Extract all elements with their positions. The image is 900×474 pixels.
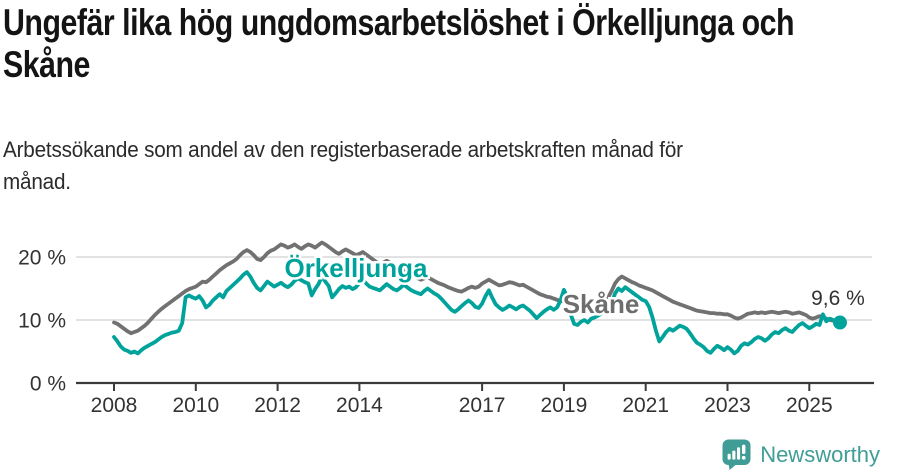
chart-subtitle: Arbetssökande som andel av den registerb… bbox=[3, 134, 900, 198]
x-tick-label-2012: 2012 bbox=[254, 394, 301, 417]
newsworthy-logo: Newsworthy bbox=[722, 439, 880, 470]
x-tick-label-2017: 2017 bbox=[459, 394, 506, 417]
chart-subtitle-line-2: månad. bbox=[3, 168, 71, 194]
series-label-orkelljunga: Örkelljunga bbox=[284, 253, 428, 283]
series-line-skane bbox=[112, 240, 836, 336]
chart-title: Ungefär lika hög ungdomsarbetslöshet i Ö… bbox=[3, 2, 900, 86]
chart-title-line-1: Ungefär lika hög ungdomsarbetslöshet i Ö… bbox=[3, 2, 795, 43]
x-tick-label-2010: 2010 bbox=[172, 394, 219, 417]
chart-title-line-2: Skåne bbox=[3, 44, 90, 86]
x-tick-label-2008: 2008 bbox=[91, 394, 138, 417]
x-tick-label-2021: 2021 bbox=[622, 394, 669, 417]
x-tick-label-2019: 2019 bbox=[541, 394, 588, 417]
x-tick-label-2025: 2025 bbox=[786, 394, 833, 417]
y-tick-label-20: 20 % bbox=[18, 247, 66, 270]
series-end-dot-orkelljunga bbox=[832, 315, 847, 330]
x-tick-label-2014: 2014 bbox=[336, 394, 383, 417]
y-tick-label-10: 10 % bbox=[18, 310, 66, 333]
end-value-label: 9,6 % bbox=[811, 287, 865, 310]
series-line-orkelljunga bbox=[112, 270, 842, 356]
bar-chart-bubble-icon bbox=[722, 439, 751, 470]
series-label-skane: Skåne bbox=[563, 289, 640, 319]
x-tick-label-2023: 2023 bbox=[704, 394, 751, 417]
y-tick-label-0: 0 % bbox=[30, 373, 66, 396]
newsworthy-brand-text: Newsworthy bbox=[760, 441, 880, 467]
chart-subtitle-line-1: Arbetssökande som andel av den registerb… bbox=[3, 137, 683, 162]
